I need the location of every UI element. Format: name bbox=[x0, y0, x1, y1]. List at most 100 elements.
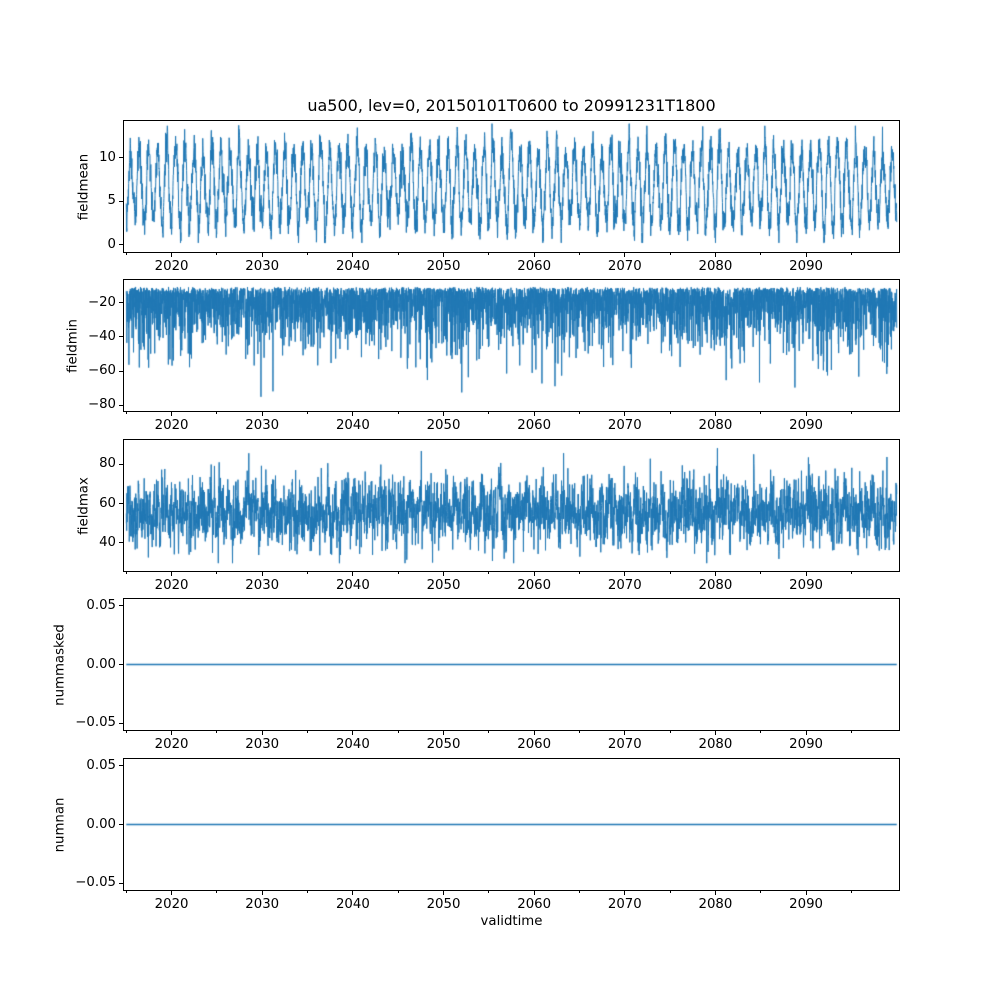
x-minor-tick-mark bbox=[125, 412, 127, 414]
x-tick-label: 2070 bbox=[607, 578, 642, 593]
x-tick-mark bbox=[171, 572, 173, 576]
x-minor-tick-mark bbox=[397, 572, 399, 574]
x-minor-tick-mark bbox=[488, 412, 490, 414]
x-tick-label: 2030 bbox=[245, 578, 280, 593]
x-tick-mark bbox=[171, 412, 173, 416]
x-tick-mark bbox=[261, 572, 263, 576]
x-tick-mark bbox=[443, 253, 445, 257]
x-minor-tick-mark bbox=[397, 412, 399, 414]
x-minor-tick-mark bbox=[488, 253, 490, 255]
y-tick-mark bbox=[119, 542, 123, 544]
x-minor-tick-mark bbox=[488, 572, 490, 574]
x-minor-tick-mark bbox=[669, 891, 671, 893]
x-tick-label: 2060 bbox=[517, 897, 552, 912]
fieldmin-line bbox=[124, 280, 899, 411]
x-minor-tick-mark bbox=[216, 253, 218, 255]
x-tick-mark bbox=[443, 572, 445, 576]
y-tick-label: 10 bbox=[99, 149, 116, 165]
x-tick-mark bbox=[261, 891, 263, 895]
y-tick-label: 0.05 bbox=[86, 757, 116, 773]
x-tick-mark bbox=[352, 891, 354, 895]
x-tick-mark bbox=[443, 412, 445, 416]
x-minor-tick-mark bbox=[307, 253, 309, 255]
y-tick-label: −60 bbox=[87, 363, 116, 379]
x-tick-mark bbox=[443, 891, 445, 895]
x-tick-label: 2040 bbox=[335, 418, 370, 433]
x-tick-label: 2050 bbox=[426, 259, 461, 274]
x-tick-label: 2040 bbox=[335, 737, 370, 752]
x-tick-mark bbox=[533, 731, 535, 735]
x-tick-label: 2090 bbox=[789, 737, 823, 752]
y-tick-mark bbox=[119, 664, 123, 665]
x-tick-label: 2030 bbox=[245, 259, 280, 274]
x-tick-label: 2030 bbox=[245, 418, 280, 433]
x-tick-label: 2070 bbox=[607, 897, 642, 912]
y-tick-label: 0.00 bbox=[86, 656, 116, 672]
y-tick-mark bbox=[119, 722, 123, 724]
y-tick-mark bbox=[119, 244, 123, 246]
y-tick-mark bbox=[119, 404, 123, 406]
x-tick-label: 2090 bbox=[789, 259, 823, 274]
x-tick-label: 2060 bbox=[517, 259, 552, 274]
x-minor-tick-mark bbox=[760, 731, 762, 733]
y-tick-mark bbox=[119, 200, 123, 202]
y-tick-label: 0.00 bbox=[86, 816, 116, 832]
x-minor-tick-mark bbox=[850, 731, 852, 733]
x-minor-tick-mark bbox=[125, 891, 127, 893]
subplot-fieldmean: fieldmean bbox=[77, 120, 900, 253]
x-minor-tick-mark bbox=[760, 253, 762, 255]
x-tick-label: 2020 bbox=[154, 259, 189, 274]
y-tick-mark bbox=[119, 336, 123, 338]
x-tick-label: 2070 bbox=[607, 418, 642, 433]
x-minor-tick-mark bbox=[760, 572, 762, 574]
x-tick-label: 2050 bbox=[426, 578, 461, 593]
x-tick-label: 2020 bbox=[154, 578, 189, 593]
y-tick-label: 0.05 bbox=[86, 597, 116, 613]
x-tick-mark bbox=[171, 891, 173, 895]
subplot-numnan: numnan bbox=[53, 758, 900, 891]
subplot-fieldmin: fieldmin bbox=[65, 279, 900, 412]
x-tick-mark bbox=[533, 891, 535, 895]
x-minor-tick-mark bbox=[216, 572, 218, 574]
x-tick-mark bbox=[533, 253, 535, 257]
x-tick-mark bbox=[261, 731, 263, 735]
x-tick-label: 2090 bbox=[789, 418, 823, 433]
x-tick-mark bbox=[533, 412, 535, 416]
x-minor-tick-mark bbox=[488, 891, 490, 893]
x-minor-tick-mark bbox=[307, 572, 309, 574]
x-tick-label: 2060 bbox=[517, 418, 552, 433]
x-minor-tick-mark bbox=[850, 253, 852, 255]
x-tick-label: 2050 bbox=[426, 897, 461, 912]
x-tick-label: 2070 bbox=[607, 259, 642, 274]
x-minor-tick-mark bbox=[578, 412, 580, 414]
x-minor-tick-mark bbox=[850, 412, 852, 414]
x-minor-tick-mark bbox=[125, 253, 127, 255]
y-tick-mark bbox=[119, 765, 123, 767]
numnan-line bbox=[124, 759, 899, 890]
x-minor-tick-mark bbox=[669, 253, 671, 255]
x-tick-mark bbox=[805, 891, 807, 895]
y-tick-label: 80 bbox=[99, 456, 116, 472]
x-tick-label: 2040 bbox=[335, 578, 370, 593]
x-tick-mark bbox=[714, 572, 716, 576]
x-tick-label: 2080 bbox=[698, 418, 733, 433]
x-minor-tick-mark bbox=[216, 891, 218, 893]
x-tick-label: 2030 bbox=[245, 897, 280, 912]
x-tick-label: 2040 bbox=[335, 897, 370, 912]
x-tick-mark bbox=[805, 253, 807, 257]
x-minor-tick-mark bbox=[307, 412, 309, 414]
x-tick-mark bbox=[171, 253, 173, 257]
x-tick-label: 2040 bbox=[335, 259, 370, 274]
x-minor-tick-mark bbox=[850, 572, 852, 574]
x-tick-mark bbox=[805, 572, 807, 576]
x-tick-label: 2070 bbox=[607, 737, 642, 752]
x-minor-tick-mark bbox=[125, 572, 127, 574]
x-tick-mark bbox=[624, 412, 626, 416]
y-tick-mark bbox=[119, 370, 123, 372]
x-tick-mark bbox=[261, 412, 263, 416]
x-tick-mark bbox=[352, 253, 354, 257]
x-tick-label: 2020 bbox=[154, 418, 189, 433]
fieldmean-line bbox=[124, 121, 899, 252]
y-tick-label: 40 bbox=[99, 534, 116, 550]
figure-title: ua500, lev=0, 20150101T0600 to 20991231T… bbox=[307, 96, 716, 115]
